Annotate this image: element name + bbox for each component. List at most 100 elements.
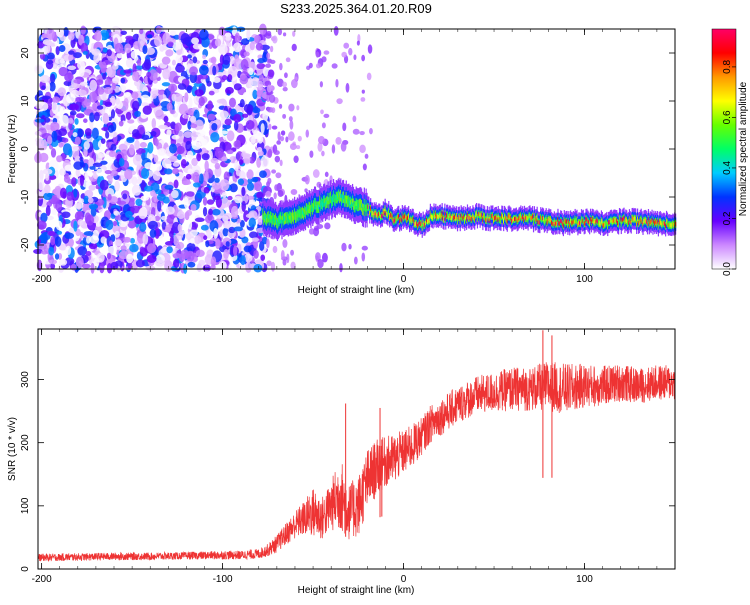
spectrogram-cell xyxy=(116,200,127,205)
spectrogram-cell xyxy=(246,28,251,41)
spectrogram-cell xyxy=(45,124,51,131)
spectrogram-y-axis-label: Frequency (Hz) xyxy=(7,115,18,184)
spectrogram-cell xyxy=(352,201,355,207)
spectrogram-cell xyxy=(601,220,603,225)
spectrogram-cell xyxy=(89,235,100,244)
spectrogram-cell xyxy=(532,214,534,219)
spectrogram-cell xyxy=(266,260,272,267)
spectrogram-cell xyxy=(136,178,143,184)
spectrogram-cell xyxy=(288,131,295,142)
spectrogram-cell xyxy=(319,199,321,204)
spectrogram-cell xyxy=(187,54,193,59)
spectrogram-cell xyxy=(267,69,275,78)
spectrogram-cell xyxy=(159,45,165,52)
spectrogram-cell xyxy=(47,135,53,145)
spectrogram-cell xyxy=(171,189,179,199)
spectrogram-cell xyxy=(75,228,81,237)
spectrogram-cell xyxy=(172,167,179,175)
spectrogram-cell xyxy=(246,169,254,180)
spectrogram-cell xyxy=(177,154,182,161)
spectrogram-cell xyxy=(185,140,192,152)
spectrogram-cell xyxy=(268,94,276,103)
spectrogram-cell xyxy=(112,76,120,84)
spectrogram-cell xyxy=(496,217,498,222)
spectrogram-cell xyxy=(227,195,233,201)
spectrogram-cell xyxy=(459,218,461,223)
spectrogram-cell xyxy=(328,200,330,206)
spectrogram-cell xyxy=(285,215,288,220)
spectrogram-cell xyxy=(195,249,205,257)
spectrogram-cell xyxy=(270,215,272,220)
spectrogram-cell xyxy=(132,71,139,82)
spectrogram-cell xyxy=(386,211,388,217)
spectrogram-cell xyxy=(547,218,549,223)
spectrogram-x-tick-label: -100 xyxy=(213,274,233,285)
spectrogram-cell xyxy=(41,33,48,39)
spectrogram-cell xyxy=(269,45,274,53)
spectrogram-cell xyxy=(341,197,343,203)
spectrogram-cell xyxy=(494,216,496,221)
spectrogram-cell xyxy=(226,130,235,142)
spectrogram-cell xyxy=(256,197,267,202)
spectrogram-cell xyxy=(624,220,626,225)
spectrogram-cell xyxy=(73,161,83,170)
spectrogram-cell xyxy=(253,264,263,273)
spectrogram-cell xyxy=(40,250,48,255)
spectrogram-cell xyxy=(629,219,631,224)
spectrogram-cell xyxy=(497,214,499,219)
spectrogram-cell xyxy=(115,97,121,105)
snr-x-tick-label: -200 xyxy=(32,574,52,585)
spectrogram-cell xyxy=(203,235,208,241)
spectrogram-cell xyxy=(45,215,54,221)
spectrogram-cell xyxy=(50,148,57,158)
spectrogram-cell xyxy=(437,214,439,219)
spectrogram-cell xyxy=(481,212,483,218)
spectrogram-cell xyxy=(153,154,159,163)
spectrogram-cell xyxy=(187,219,193,230)
spectrogram-cell xyxy=(194,235,202,245)
spectrogram-cell xyxy=(454,214,456,220)
spectrogram-cell xyxy=(275,219,278,225)
spectrogram-cell xyxy=(178,253,186,262)
spectrogram-cell xyxy=(466,212,469,218)
spectrogram-cell xyxy=(171,93,177,102)
spectrogram-cell xyxy=(555,221,557,226)
spectrogram-cell xyxy=(134,139,140,151)
spectrogram-cell xyxy=(68,50,75,55)
spectrogram-cell xyxy=(43,192,53,201)
spectrogram-cell xyxy=(583,221,585,226)
spectrogram-cell xyxy=(176,210,185,220)
spectrogram-cell xyxy=(612,218,614,224)
spectrogram-cell xyxy=(314,201,317,207)
spectrogram-cell xyxy=(73,79,82,84)
spectrogram-cell xyxy=(414,222,416,227)
spectrogram-cell xyxy=(243,51,250,57)
spectrogram-cell xyxy=(83,195,89,204)
spectrogram-cell xyxy=(152,170,161,181)
spectrogram-cell xyxy=(493,217,495,222)
spectrogram-cell xyxy=(45,173,50,181)
spectrogram-cell xyxy=(616,218,618,223)
spectrogram-cell xyxy=(465,215,467,220)
spectrogram-cell xyxy=(315,63,322,69)
spectrogram-cell xyxy=(366,207,368,213)
spectrogram-cell xyxy=(164,168,173,175)
spectrogram-cell xyxy=(458,215,460,220)
spectrogram-cell xyxy=(131,176,138,186)
spectrogram-cell xyxy=(384,207,386,212)
spectrogram-cell xyxy=(241,113,249,118)
spectrogram-cell xyxy=(55,200,63,212)
spectrogram-cell xyxy=(498,217,500,222)
spectrogram-cell xyxy=(166,129,172,137)
spectrogram-cell xyxy=(58,45,66,52)
spectrogram-cell xyxy=(155,109,164,120)
spectrogram-cell xyxy=(563,218,565,223)
spectrogram-cell xyxy=(336,195,338,201)
spectrogram-cell xyxy=(282,215,284,220)
spectrogram-cell xyxy=(49,259,57,265)
spectrogram-cell xyxy=(467,215,469,220)
spectrogram-cell xyxy=(422,219,424,225)
spectrogram-cell xyxy=(602,223,604,228)
spectrogram-cell xyxy=(141,94,150,100)
spectrogram-cell xyxy=(511,219,513,224)
